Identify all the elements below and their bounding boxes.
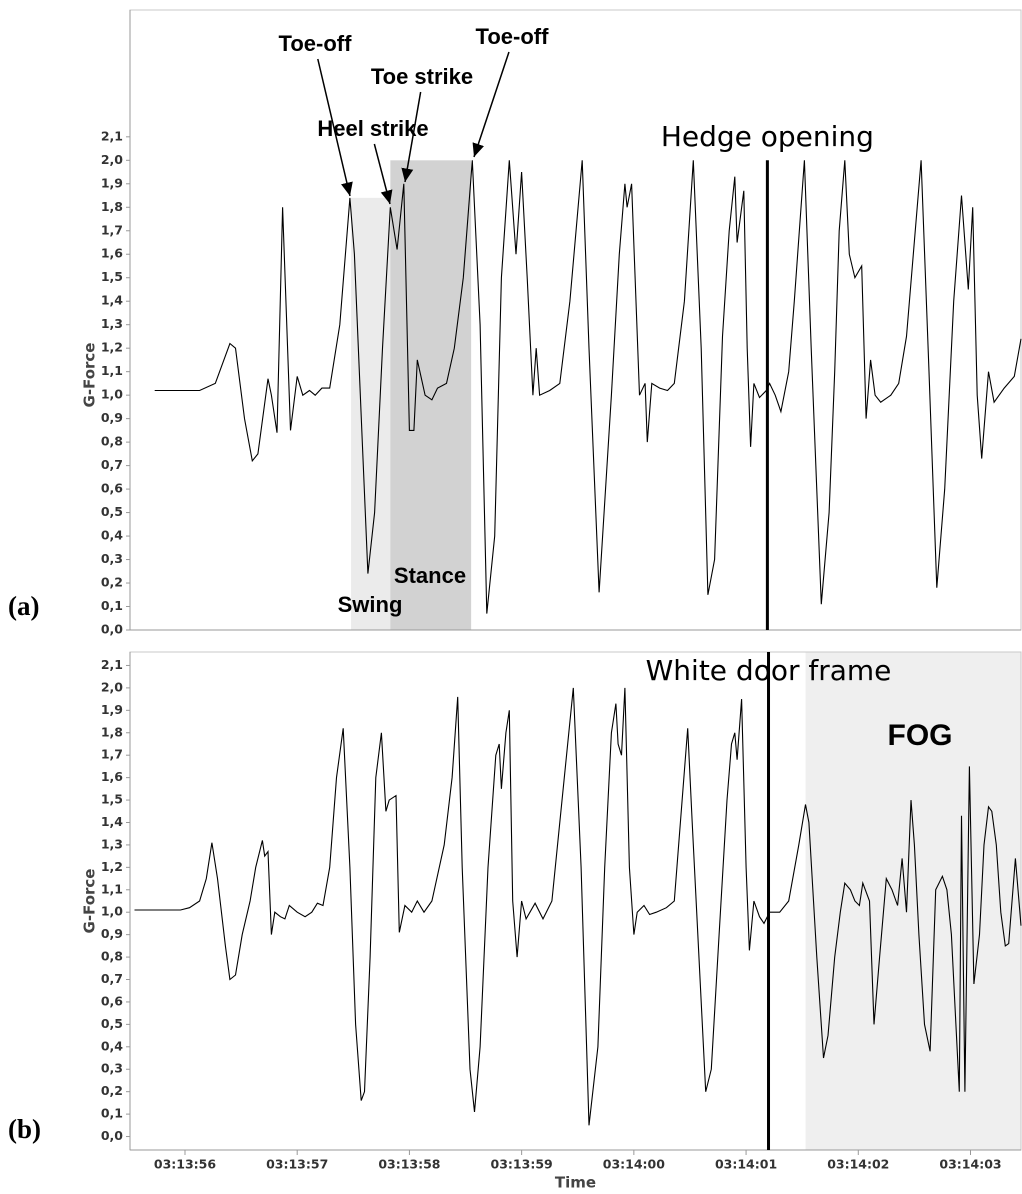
y-tick-label: 1,2 — [101, 340, 123, 355]
y-tick-label: 0,0 — [101, 622, 123, 637]
y-tick-label: 1,0 — [101, 387, 123, 402]
annotation: Heel strike — [317, 116, 428, 141]
x-axis-title: Time — [555, 1174, 596, 1192]
region — [805, 652, 1021, 1150]
panel-label: (a) — [8, 591, 39, 621]
y-tick-label: 0,2 — [101, 1083, 123, 1098]
y-tick-label: 0,2 — [101, 575, 123, 590]
y-tick-label: 1,8 — [101, 199, 123, 214]
data-line — [154, 160, 1022, 614]
marker-label: Hedge opening — [661, 120, 874, 153]
data-line — [134, 687, 1022, 1126]
y-tick-label: 2,0 — [101, 152, 123, 167]
y-tick-label: 1,9 — [101, 702, 123, 717]
x-tick-label: 03:13:58 — [378, 1157, 440, 1172]
y-tick-label: 0,8 — [101, 434, 123, 449]
x-tick-label: 03:14:00 — [603, 1157, 665, 1172]
y-tick-label: 0,6 — [101, 993, 123, 1008]
y-tick-label: 1,9 — [101, 175, 123, 190]
y-tick-label: 0,4 — [101, 528, 123, 543]
y-tick-label: 0,9 — [101, 410, 123, 425]
plot-frame — [129, 9, 1022, 631]
y-tick-label: 1,4 — [101, 814, 123, 829]
annotation-arrow — [401, 91, 422, 183]
annotation: Toe strike — [371, 64, 473, 89]
y-tick-label: 1,1 — [101, 881, 123, 896]
annotation: Toe-off — [476, 24, 550, 49]
y-tick-label: 1,2 — [101, 859, 123, 874]
x-tick-label: 03:14:01 — [715, 1157, 777, 1172]
region — [351, 197, 391, 630]
annotation: Toe-off — [279, 31, 353, 56]
annotation-arrow — [317, 58, 353, 197]
y-tick-label: 1,5 — [101, 269, 123, 284]
y-tick-label: 0,4 — [101, 1038, 123, 1053]
y-tick-label: 1,3 — [101, 316, 123, 331]
y-tick-label: 1,7 — [101, 222, 123, 237]
y-tick-label: 0,0 — [101, 1128, 123, 1143]
x-tick-label: 03:14:02 — [827, 1157, 889, 1172]
y-tick-label: 1,8 — [101, 724, 123, 739]
x-tick-label: 03:13:59 — [491, 1157, 553, 1172]
region — [390, 160, 472, 630]
y-tick-label: 0,7 — [101, 971, 123, 986]
y-tick-label: 0,9 — [101, 926, 123, 941]
y-tick-label: 0,6 — [101, 481, 123, 496]
region-label: Stance — [394, 563, 466, 588]
y-axis-title: G-Force — [81, 343, 99, 408]
y-tick-label: 0,1 — [101, 598, 123, 613]
y-tick-label: 0,3 — [101, 551, 123, 566]
panel-label: (b) — [8, 1114, 41, 1144]
y-tick-label: 0,7 — [101, 457, 123, 472]
x-tick-label: 03:13:56 — [154, 1157, 216, 1172]
y-tick-label: 1,1 — [101, 363, 123, 378]
y-tick-label: 1,6 — [101, 769, 123, 784]
y-tick-label: 1,7 — [101, 747, 123, 762]
y-axis-title: G-Force — [81, 869, 99, 934]
x-tick-label: 03:13:57 — [266, 1157, 328, 1172]
y-tick-label: 1,6 — [101, 246, 123, 261]
y-tick-label: 1,0 — [101, 904, 123, 919]
y-tick-label: 0,5 — [101, 504, 123, 519]
x-tick-label: 03:14:03 — [939, 1157, 1001, 1172]
y-tick-label: 2,1 — [101, 657, 123, 672]
y-tick-label: 0,8 — [101, 949, 123, 964]
region-label: FOG — [888, 719, 953, 752]
y-tick-label: 0,1 — [101, 1106, 123, 1121]
region-label: Swing — [338, 592, 403, 617]
y-tick-label: 0,3 — [101, 1061, 123, 1076]
annotation-arrow — [472, 51, 510, 158]
y-tick-label: 1,3 — [101, 836, 123, 851]
marker-label: White door frame — [646, 654, 892, 687]
y-tick-label: 0,5 — [101, 1016, 123, 1031]
y-tick-label: 1,5 — [101, 792, 123, 807]
y-tick-label: 2,0 — [101, 679, 123, 694]
y-tick-label: 2,1 — [101, 128, 123, 143]
annotation-arrow — [373, 143, 393, 205]
y-tick-label: 1,4 — [101, 293, 123, 308]
